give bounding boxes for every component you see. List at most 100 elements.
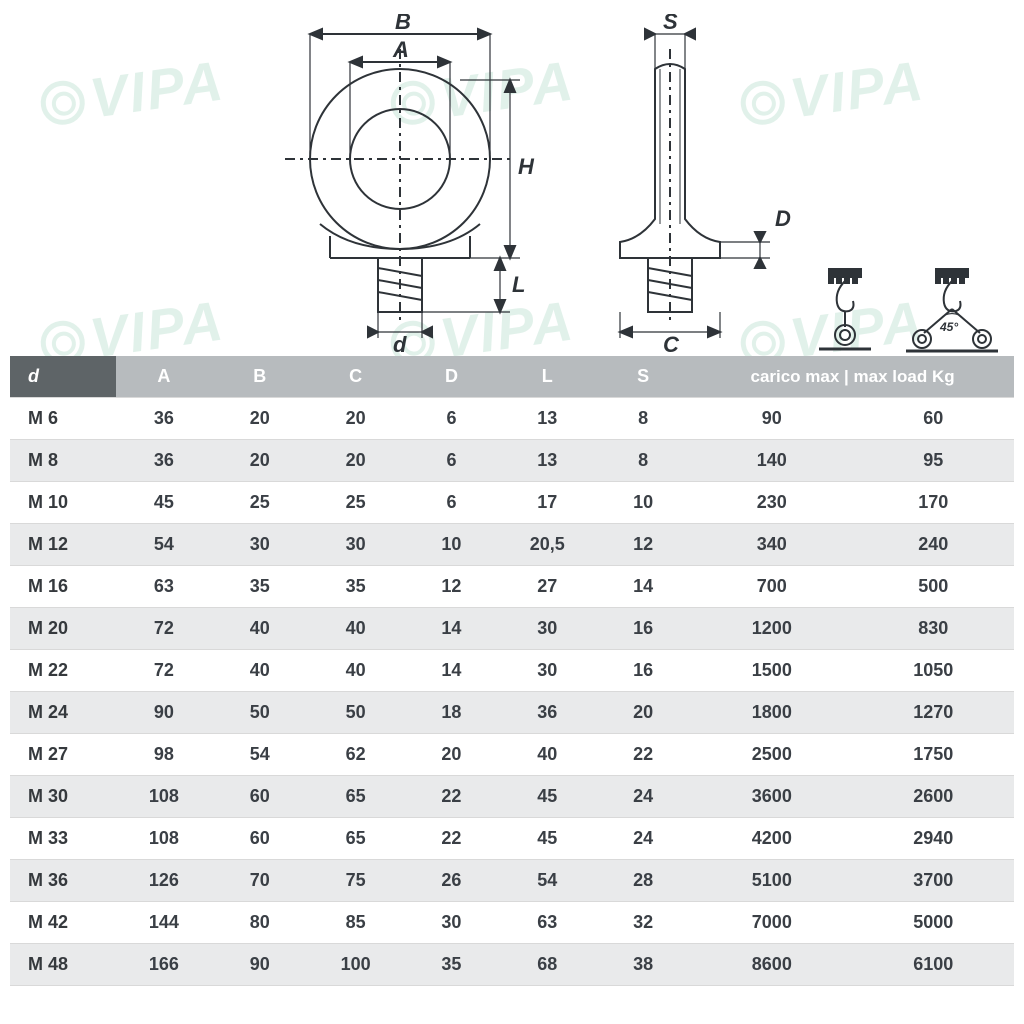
col-L: L: [499, 356, 595, 398]
cell-value: 340: [691, 524, 852, 566]
cell-value: 30: [308, 524, 404, 566]
cell-d: M 12: [10, 524, 116, 566]
cell-value: 5100: [691, 860, 852, 902]
cell-value: 68: [499, 944, 595, 986]
cell-d: M 10: [10, 482, 116, 524]
cell-value: 60: [212, 776, 308, 818]
cell-value: 25: [212, 482, 308, 524]
cell-value: 32: [595, 902, 691, 944]
cell-value: 72: [116, 608, 212, 650]
cell-value: 30: [499, 650, 595, 692]
table-row: M 481669010035683886006100: [10, 944, 1014, 986]
cell-value: 3600: [691, 776, 852, 818]
cell-value: 26: [404, 860, 500, 902]
cell-d: M 36: [10, 860, 116, 902]
cell-value: 30: [212, 524, 308, 566]
cell-d: M 27: [10, 734, 116, 776]
col-B: B: [212, 356, 308, 398]
cell-value: 13: [499, 440, 595, 482]
cell-value: 700: [691, 566, 852, 608]
cell-value: 240: [853, 524, 1014, 566]
cell-value: 1800: [691, 692, 852, 734]
cell-value: 98: [116, 734, 212, 776]
cell-value: 40: [308, 650, 404, 692]
cell-value: 24: [595, 818, 691, 860]
cell-value: 25: [308, 482, 404, 524]
cell-d: M 8: [10, 440, 116, 482]
cell-value: 6: [404, 440, 500, 482]
cell-d: M 48: [10, 944, 116, 986]
cell-d: M 30: [10, 776, 116, 818]
col-C: C: [308, 356, 404, 398]
cell-value: 54: [499, 860, 595, 902]
cell-value: 2500: [691, 734, 852, 776]
cell-value: 90: [691, 398, 852, 440]
cell-value: 45: [499, 818, 595, 860]
dim-label-A: A: [392, 37, 409, 62]
cell-value: 144: [116, 902, 212, 944]
cell-value: 140: [691, 440, 852, 482]
cell-value: 35: [308, 566, 404, 608]
cell-value: 166: [116, 944, 212, 986]
cell-value: 500: [853, 566, 1014, 608]
cell-value: 20,5: [499, 524, 595, 566]
cell-value: 40: [212, 608, 308, 650]
cell-value: 90: [212, 944, 308, 986]
col-A: A: [116, 356, 212, 398]
dim-label-H: H: [518, 154, 535, 179]
cell-value: 1750: [853, 734, 1014, 776]
cell-value: 80: [212, 902, 308, 944]
cell-value: 65: [308, 776, 404, 818]
cell-value: 5000: [853, 902, 1014, 944]
cell-value: 36: [116, 440, 212, 482]
dim-label-d: d: [393, 332, 407, 356]
cell-value: 70: [212, 860, 308, 902]
cell-value: 12: [595, 524, 691, 566]
table-row: M 207240401430161200830: [10, 608, 1014, 650]
cell-value: 22: [404, 818, 500, 860]
col-D: D: [404, 356, 500, 398]
cell-value: 95: [853, 440, 1014, 482]
cell-value: 65: [308, 818, 404, 860]
col-load: carico max | max load Kg: [691, 356, 1014, 398]
dim-label-L: L: [512, 272, 525, 297]
table-row: M 16633535122714700500: [10, 566, 1014, 608]
cell-value: 1050: [853, 650, 1014, 692]
cell-value: 13: [499, 398, 595, 440]
cell-value: 40: [212, 650, 308, 692]
cell-value: 10: [595, 482, 691, 524]
cell-value: 62: [308, 734, 404, 776]
cell-value: 20: [212, 440, 308, 482]
cell-value: 90: [116, 692, 212, 734]
cell-d: M 42: [10, 902, 116, 944]
cell-value: 10: [404, 524, 500, 566]
table-row: M 8362020613814095: [10, 440, 1014, 482]
cell-value: 20: [308, 398, 404, 440]
cell-value: 16: [595, 608, 691, 650]
cell-value: 6100: [853, 944, 1014, 986]
cell-value: 170: [853, 482, 1014, 524]
cell-value: 60: [853, 398, 1014, 440]
cell-value: 8600: [691, 944, 852, 986]
cell-value: 63: [499, 902, 595, 944]
angle-label: 45°: [939, 320, 958, 334]
table-row: M 42144808530633270005000: [10, 902, 1014, 944]
cell-value: 54: [116, 524, 212, 566]
cell-value: 30: [404, 902, 500, 944]
cell-value: 8: [595, 440, 691, 482]
cell-value: 230: [691, 482, 852, 524]
cell-value: 1500: [691, 650, 852, 692]
table-header-row: d A B C D L S carico max | max load Kg: [10, 356, 1014, 398]
cell-value: 6: [404, 482, 500, 524]
cell-value: 50: [308, 692, 404, 734]
cell-value: 14: [404, 608, 500, 650]
cell-value: 20: [595, 692, 691, 734]
col-S: S: [595, 356, 691, 398]
cell-value: 17: [499, 482, 595, 524]
cell-value: 1270: [853, 692, 1014, 734]
cell-value: 12: [404, 566, 500, 608]
dim-label-D: D: [775, 206, 791, 231]
cell-value: 72: [116, 650, 212, 692]
cell-value: 100: [308, 944, 404, 986]
cell-value: 3700: [853, 860, 1014, 902]
